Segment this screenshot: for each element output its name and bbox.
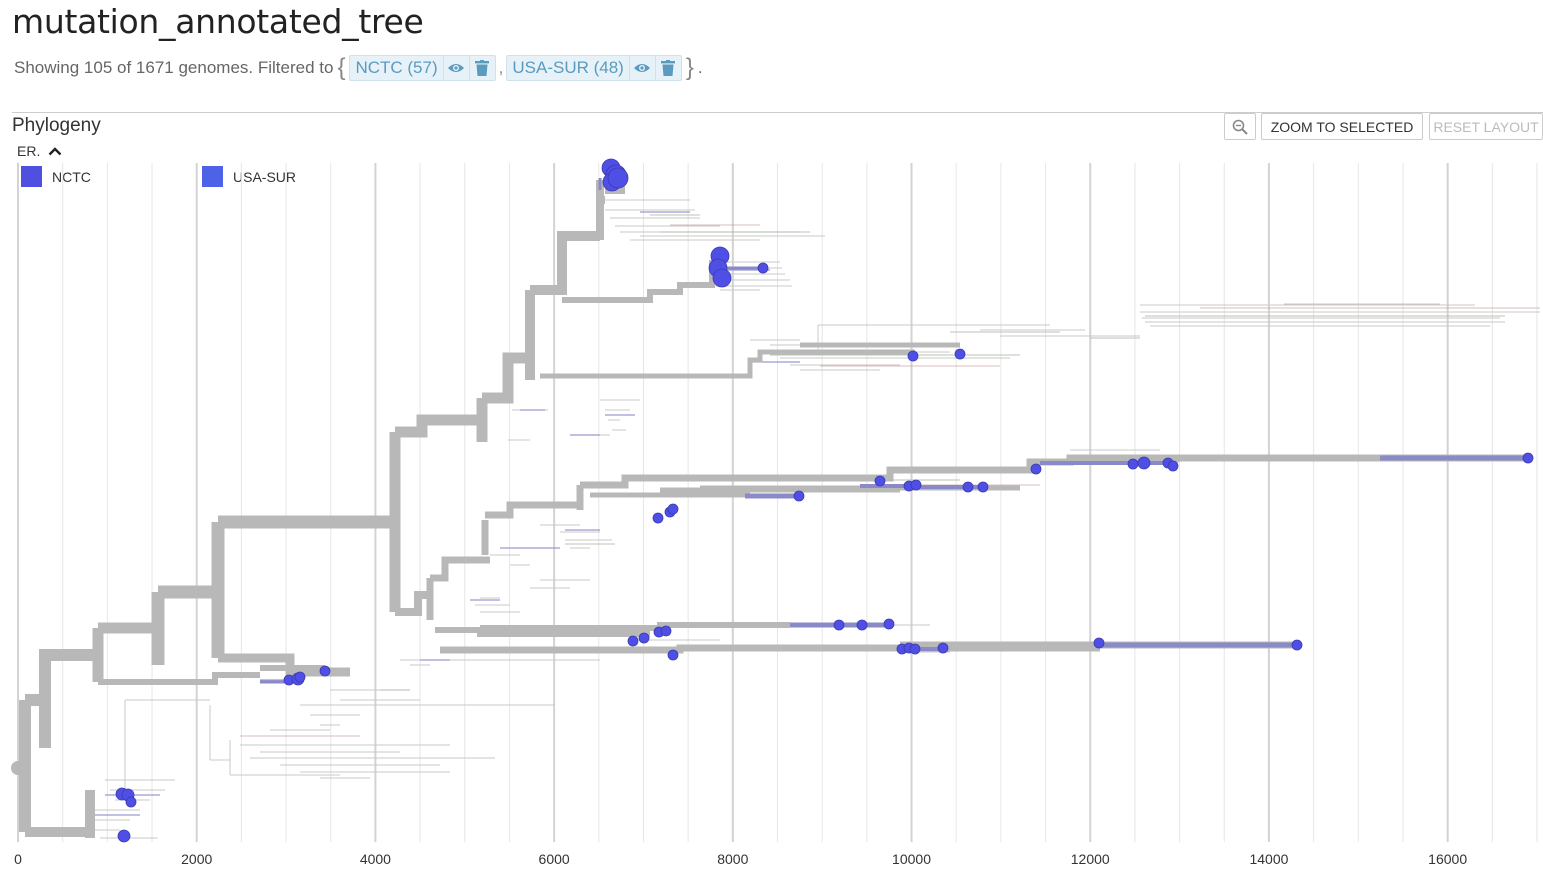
filter-chip-label: NCTC (57) xyxy=(355,58,438,77)
tip-marker[interactable] xyxy=(856,619,868,631)
tip-marker[interactable] xyxy=(294,671,306,683)
tip-marker[interactable] xyxy=(874,475,886,487)
reset-layout-button[interactable]: RESET LAYOUT xyxy=(1429,113,1543,140)
x-tick-label: 4000 xyxy=(360,851,391,867)
tip-marker[interactable] xyxy=(319,665,331,677)
tree-branches xyxy=(18,178,1540,839)
close-brace: } xyxy=(685,54,694,81)
trash-icon[interactable] xyxy=(654,56,681,80)
page-title: mutation_annotated_tree xyxy=(12,2,424,41)
eye-icon[interactable] xyxy=(628,56,655,80)
tip-marker[interactable] xyxy=(833,619,845,631)
x-tick-label: 8000 xyxy=(717,851,748,867)
tip-marker[interactable] xyxy=(1167,460,1179,472)
legend-swatch xyxy=(202,166,223,187)
magnifier-icon xyxy=(1232,119,1248,135)
chip-separator: , xyxy=(498,58,504,77)
x-tick-label: 0 xyxy=(14,851,22,867)
chevron-up-icon[interactable] xyxy=(48,146,62,156)
tip-marker[interactable] xyxy=(883,618,895,630)
legend-title[interactable]: ER. xyxy=(17,143,62,159)
filter-chip-nctc: NCTC (57) xyxy=(349,55,496,81)
tip-marker[interactable] xyxy=(660,625,672,637)
tip-marker[interactable] xyxy=(909,643,921,655)
x-tick-label: 6000 xyxy=(539,851,570,867)
tip-marker[interactable] xyxy=(1127,458,1139,470)
x-tick-label: 14000 xyxy=(1249,851,1288,867)
zoom-to-selected-button[interactable]: ZOOM TO SELECTED xyxy=(1261,113,1423,140)
tip-marker[interactable] xyxy=(667,649,679,661)
open-brace: { xyxy=(337,54,346,81)
eye-icon[interactable] xyxy=(442,56,469,80)
x-tick-label: 2000 xyxy=(181,851,212,867)
tip-marker[interactable] xyxy=(607,167,629,189)
legend-item-nctc[interactable]: NCTC xyxy=(21,166,91,187)
trash-icon[interactable] xyxy=(468,56,495,80)
tip-marker[interactable] xyxy=(937,642,949,654)
x-tick-label: 16000 xyxy=(1428,851,1467,867)
tip-marker[interactable] xyxy=(1522,452,1534,464)
tip-marker[interactable] xyxy=(977,481,989,493)
root-node[interactable] xyxy=(11,761,25,775)
tip-marker[interactable] xyxy=(712,268,732,288)
tip-marker[interactable] xyxy=(652,512,664,524)
tip-marker[interactable] xyxy=(117,829,131,843)
end-punctuation: . xyxy=(697,58,703,77)
legend-label: USA-SUR xyxy=(233,168,297,185)
legend-title-text: ER. xyxy=(17,143,41,159)
tip-marker[interactable] xyxy=(757,262,769,274)
tip-marker[interactable] xyxy=(962,481,974,493)
tip-marker[interactable] xyxy=(910,479,922,491)
tip-marker[interactable] xyxy=(627,635,639,647)
zoom-button[interactable] xyxy=(1224,113,1256,140)
tip-marker[interactable] xyxy=(638,632,650,644)
legend-label: NCTC xyxy=(52,168,91,185)
tip-marker[interactable] xyxy=(954,348,966,360)
filter-chip-label: USA-SUR (48) xyxy=(512,58,624,77)
legend-swatch xyxy=(21,166,42,187)
grid-lines xyxy=(17,163,1538,842)
filter-summary: Showing 105 of 1671 genomes. Filtered to… xyxy=(14,54,703,82)
header-divider xyxy=(12,112,1543,113)
legend-item-usa-sur[interactable]: USA-SUR xyxy=(202,166,296,187)
tip-marker[interactable] xyxy=(907,350,919,362)
tip-marker[interactable] xyxy=(1093,637,1105,649)
filter-summary-text: Showing 105 of 1671 genomes. Filtered to xyxy=(14,58,334,77)
tip-marker[interactable] xyxy=(1291,639,1303,651)
x-axis: 0 2000 4000 6000 8000 10000 12000 14000 16000 xyxy=(14,851,1467,867)
x-tick-label: 10000 xyxy=(892,851,931,867)
panel-title: Phylogeny xyxy=(12,115,101,136)
filter-chip-usa-sur: USA-SUR (48) xyxy=(506,55,682,81)
tip-marker[interactable] xyxy=(667,503,679,515)
tip-marker[interactable] xyxy=(793,490,805,502)
x-tick-label: 12000 xyxy=(1071,851,1110,867)
tip-marker[interactable] xyxy=(1030,463,1042,475)
tip-marker[interactable] xyxy=(125,796,137,808)
tip-marker[interactable] xyxy=(1137,456,1151,470)
tip-markers xyxy=(11,158,1534,843)
